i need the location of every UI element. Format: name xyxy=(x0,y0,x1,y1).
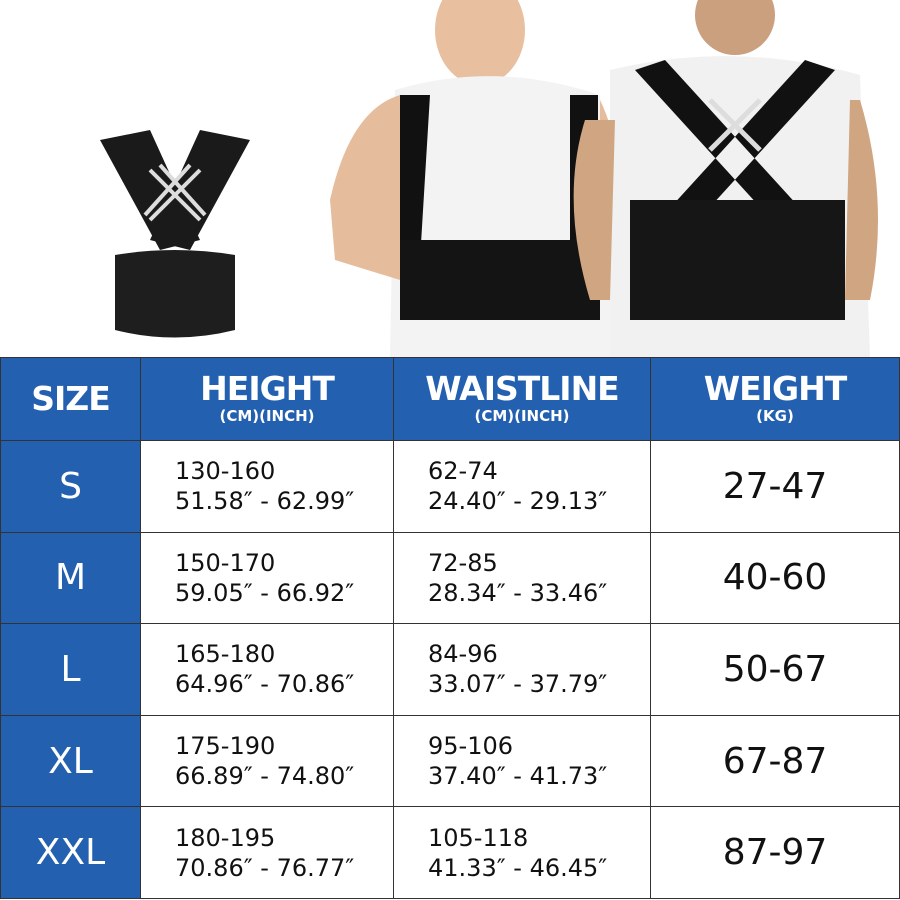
height-cell: 175-190 66.89″ - 74.80″ xyxy=(140,714,394,808)
table-row: S 130-160 51.58″ - 62.99″ 62-74 24.40″ - 29.… xyxy=(0,440,900,533)
table-row: M 150-170 59.05″ - 66.92″ 72-85 28.34″ - 33.… xyxy=(0,531,900,625)
height-cell: 165-180 64.96″ - 70.86″ xyxy=(140,623,394,716)
size-chart-table: SIZE HEIGHT (CM)(INCH) WAISTLINE (CM)(INCH… xyxy=(0,357,900,899)
waist-inch: 28.34″ - 33.46″ xyxy=(428,578,608,607)
height-cm: 175-190 xyxy=(175,732,276,761)
height-cm: 150-170 xyxy=(175,548,276,577)
waist-inch: 37.40″ - 41.73″ xyxy=(428,762,608,791)
height-inch: 59.05″ - 66.92″ xyxy=(175,578,355,607)
header-size: SIZE xyxy=(0,357,141,441)
header-height-label: HEIGHT xyxy=(200,369,335,408)
waist-cm: 84-96 xyxy=(428,640,498,669)
waist-inch: 24.40″ - 29.13″ xyxy=(428,487,608,516)
height-inch: 64.96″ - 70.86″ xyxy=(175,670,355,699)
weight-cell: 87-97 xyxy=(650,806,900,899)
weight-cell: 27-47 xyxy=(650,440,900,533)
height-cm: 165-180 xyxy=(175,640,276,669)
waistline-cell: 105-118 41.33″ - 46.45″ xyxy=(393,806,651,899)
size-cell: S xyxy=(0,440,141,533)
waist-inch: 41.33″ - 46.45″ xyxy=(428,853,608,882)
man-back-image xyxy=(573,0,878,357)
header-waistline-unit: (CM)(INCH) xyxy=(474,407,570,425)
header-size-label: SIZE xyxy=(31,379,111,418)
height-cell: 180-195 70.86″ - 76.77″ xyxy=(140,806,394,899)
size-cell: M xyxy=(0,531,141,625)
weight-cell: 40-60 xyxy=(650,531,900,625)
header-waistline-label: WAISTLINE xyxy=(425,369,619,408)
waistline-cell: 62-74 24.40″ - 29.13″ xyxy=(393,440,651,533)
height-cm: 130-160 xyxy=(175,457,276,486)
header-height-unit: (CM)(INCH) xyxy=(219,407,315,425)
header-height: HEIGHT (CM)(INCH) xyxy=(140,357,394,441)
table-row: XXL 180-195 70.86″ - 76.77″ 105-118 41.33″ -… xyxy=(0,806,900,899)
posture-brace-product-image xyxy=(100,130,250,338)
product-photo xyxy=(0,0,900,357)
size-cell: L xyxy=(0,623,141,716)
height-cell: 150-170 59.05″ - 66.92″ xyxy=(140,531,394,625)
height-inch: 51.58″ - 62.99″ xyxy=(175,487,355,516)
height-inch: 70.86″ - 76.77″ xyxy=(175,853,355,882)
table-row: XL 175-190 66.89″ - 74.80″ 95-106 37.40″ - 4… xyxy=(0,714,900,808)
height-inch: 66.89″ - 74.80″ xyxy=(175,762,355,791)
height-cell: 130-160 51.58″ - 62.99″ xyxy=(140,440,394,533)
height-cm: 180-195 xyxy=(175,823,276,852)
waistline-cell: 95-106 37.40″ - 41.73″ xyxy=(393,714,651,808)
table-row: L 165-180 64.96″ - 70.86″ 84-96 33.07″ - 37.… xyxy=(0,623,900,716)
waist-cm: 72-85 xyxy=(428,548,498,577)
table-header-row: SIZE HEIGHT (CM)(INCH) WAISTLINE (CM)(INCH… xyxy=(0,357,900,441)
waistline-cell: 72-85 28.34″ - 33.46″ xyxy=(393,531,651,625)
size-cell: XXL xyxy=(0,806,141,899)
waist-cm: 95-106 xyxy=(428,732,514,761)
waist-cm: 105-118 xyxy=(428,823,529,852)
header-weight: WEIGHT (KG) xyxy=(650,357,900,441)
header-weight-unit: (KG) xyxy=(756,407,794,425)
waist-inch: 33.07″ - 37.79″ xyxy=(428,670,608,699)
waistline-cell: 84-96 33.07″ - 37.79″ xyxy=(393,623,651,716)
header-waistline: WAISTLINE (CM)(INCH) xyxy=(393,357,651,441)
waist-cm: 62-74 xyxy=(428,457,498,486)
header-weight-label: WEIGHT xyxy=(703,369,847,408)
size-cell: XL xyxy=(0,714,141,808)
weight-cell: 50-67 xyxy=(650,623,900,716)
weight-cell: 67-87 xyxy=(650,714,900,808)
